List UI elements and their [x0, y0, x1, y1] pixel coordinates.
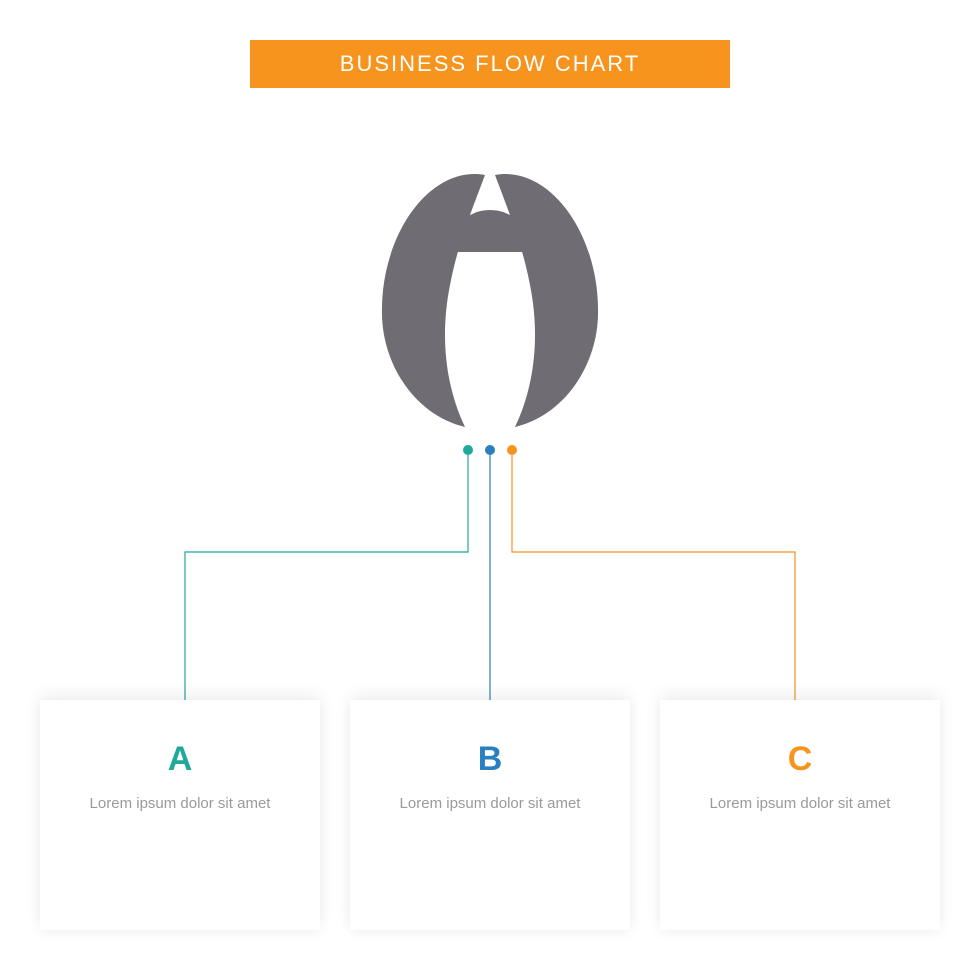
card-c: C Lorem ipsum dolor sit amet [660, 700, 940, 930]
card-body-c: Lorem ipsum dolor sit amet [684, 793, 916, 816]
card-letter-a: A [64, 740, 296, 779]
connector-lines [0, 440, 980, 740]
title-text: BUSINESS FLOW CHART [340, 51, 640, 77]
card-letter-c: C [684, 740, 916, 779]
moustache-icon [350, 155, 630, 435]
card-body-a: Lorem ipsum dolor sit amet [64, 793, 296, 816]
card-body-b: Lorem ipsum dolor sit amet [374, 793, 606, 816]
title-bar: BUSINESS FLOW CHART [250, 40, 730, 88]
cards-row: A Lorem ipsum dolor sit amet B Lorem ips… [40, 700, 940, 930]
card-letter-b: B [374, 740, 606, 779]
card-a: A Lorem ipsum dolor sit amet [40, 700, 320, 930]
card-b: B Lorem ipsum dolor sit amet [350, 700, 630, 930]
